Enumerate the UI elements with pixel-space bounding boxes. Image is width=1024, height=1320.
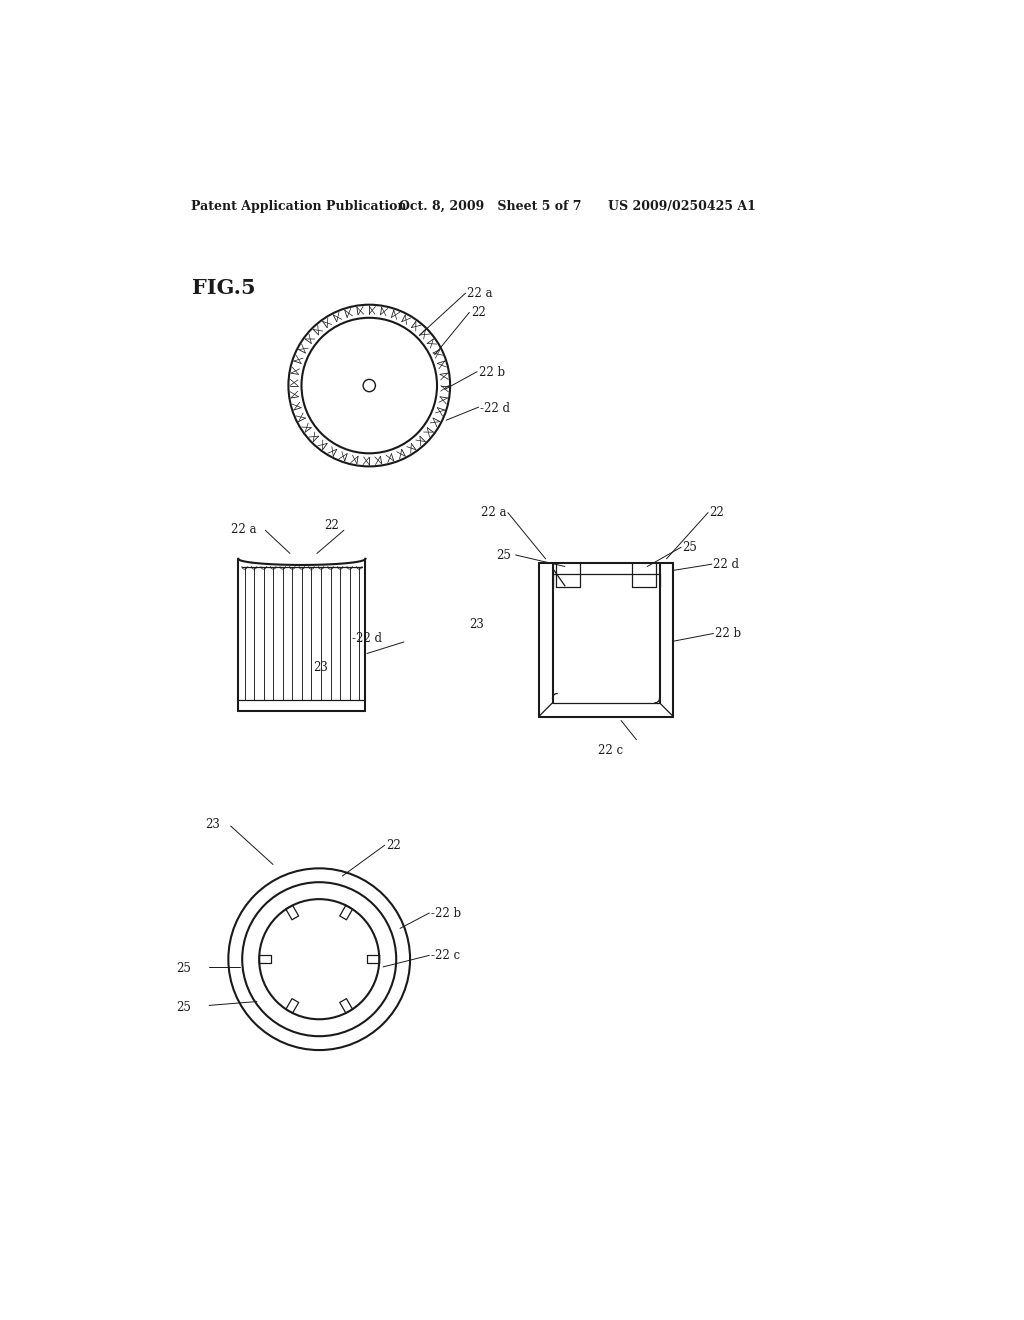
Text: -22 d: -22 d [480, 403, 510, 416]
Text: 22: 22 [386, 840, 401, 853]
Text: 25: 25 [497, 549, 511, 562]
Text: 23: 23 [313, 661, 328, 675]
Text: -22 d: -22 d [351, 632, 382, 645]
Text: 22 a: 22 a [230, 523, 256, 536]
Text: 22 d: 22 d [714, 558, 739, 572]
Text: 22 c: 22 c [598, 743, 623, 756]
Text: 23: 23 [469, 618, 484, 631]
Text: 22 a: 22 a [481, 507, 507, 520]
Text: 25: 25 [683, 541, 697, 554]
Text: 22: 22 [325, 519, 339, 532]
Text: 22: 22 [471, 306, 485, 319]
Text: 22: 22 [710, 507, 724, 520]
Text: -22 b: -22 b [431, 907, 461, 920]
Text: -22 c: -22 c [431, 949, 460, 962]
Text: 25: 25 [176, 962, 190, 975]
Text: US 2009/0250425 A1: US 2009/0250425 A1 [608, 199, 756, 213]
Text: 22 b: 22 b [478, 366, 505, 379]
Text: 23: 23 [205, 818, 220, 832]
Text: Patent Application Publication: Patent Application Publication [190, 199, 407, 213]
Text: FIG.5: FIG.5 [193, 277, 256, 298]
Text: 22 a: 22 a [467, 286, 493, 300]
Text: Oct. 8, 2009   Sheet 5 of 7: Oct. 8, 2009 Sheet 5 of 7 [398, 199, 581, 213]
Text: 25: 25 [176, 1001, 190, 1014]
Text: 22 b: 22 b [715, 627, 741, 640]
